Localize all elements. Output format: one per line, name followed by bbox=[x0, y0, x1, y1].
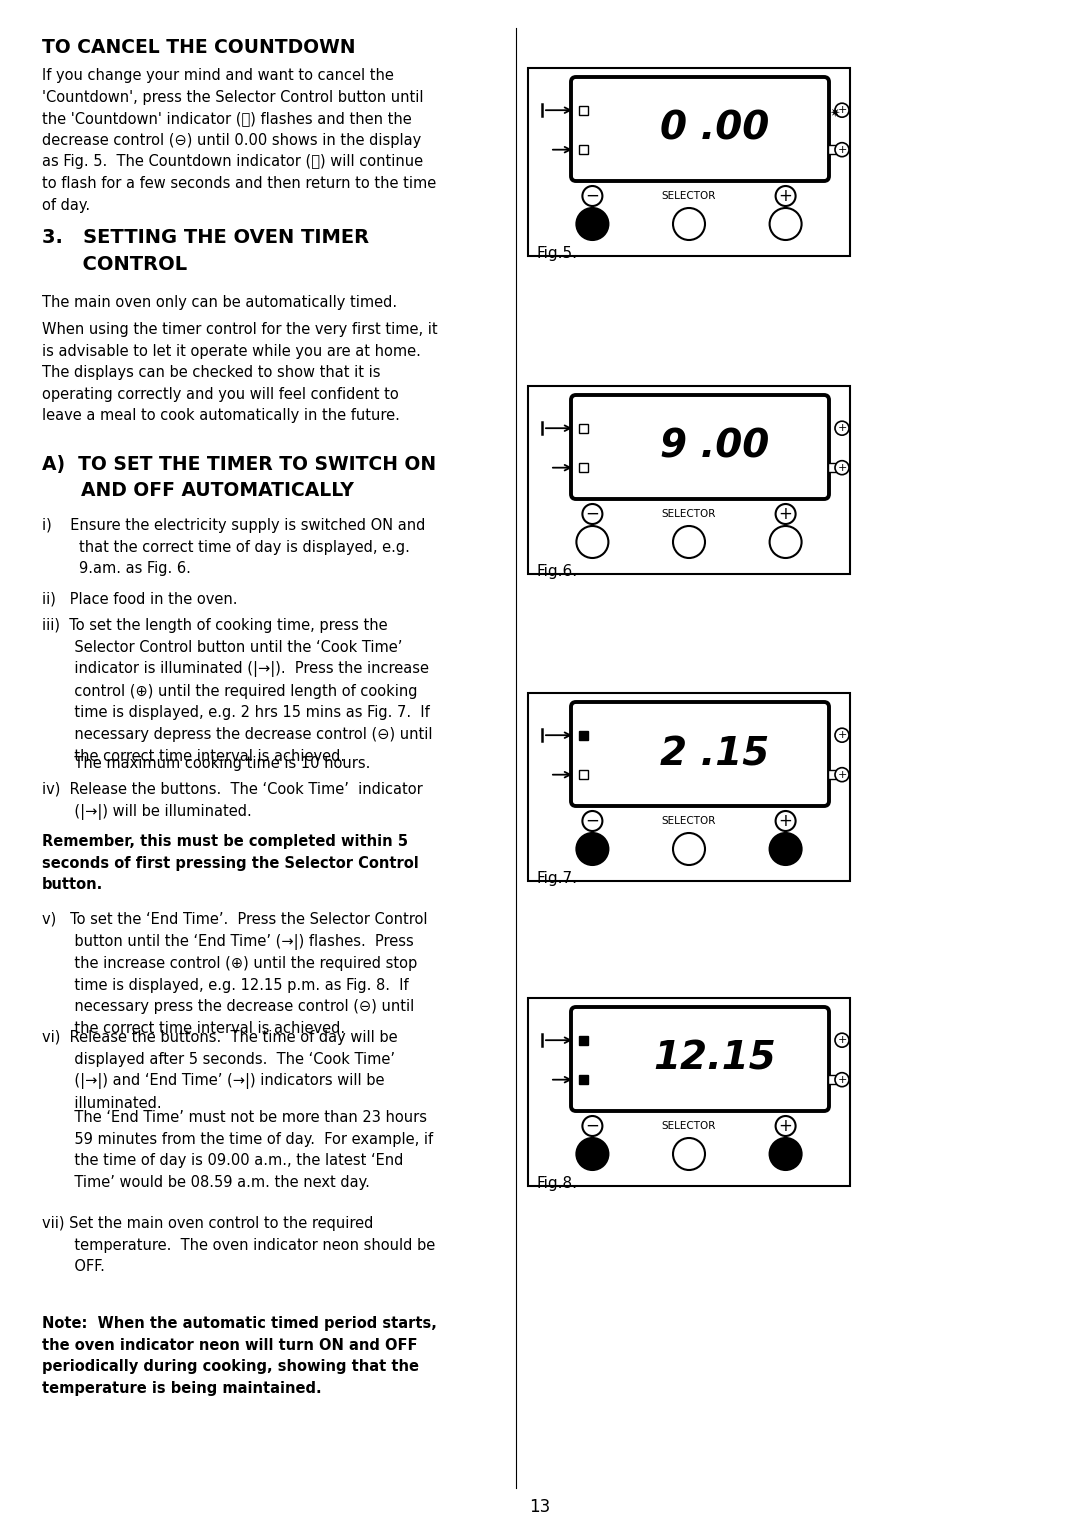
Circle shape bbox=[770, 208, 801, 240]
Circle shape bbox=[577, 1138, 608, 1170]
FancyBboxPatch shape bbox=[571, 76, 829, 180]
Text: Note:  When the automatic timed period starts,
the oven indicator neon will turn: Note: When the automatic timed period st… bbox=[42, 1316, 437, 1395]
Text: SELECTOR: SELECTOR bbox=[662, 816, 716, 827]
Text: 12.15: 12.15 bbox=[653, 1041, 777, 1077]
Text: SELECTOR: SELECTOR bbox=[662, 509, 716, 520]
Text: If you change your mind and want to cancel the
'Countdown', press the Selector C: If you change your mind and want to canc… bbox=[42, 69, 436, 212]
Circle shape bbox=[770, 1138, 801, 1170]
Text: SELECTOR: SELECTOR bbox=[662, 191, 716, 202]
Text: 3.   SETTING THE OVEN TIMER
      CONTROL: 3. SETTING THE OVEN TIMER CONTROL bbox=[42, 228, 369, 274]
Text: i)    Ensure the electricity supply is switched ON and
        that the correct : i) Ensure the electricity supply is swit… bbox=[42, 518, 426, 576]
FancyBboxPatch shape bbox=[571, 1007, 829, 1111]
Text: TO CANCEL THE COUNTDOWN: TO CANCEL THE COUNTDOWN bbox=[42, 38, 355, 57]
Text: A)  TO SET THE TIMER TO SWITCH ON
      AND OFF AUTOMATICALLY: A) TO SET THE TIMER TO SWITCH ON AND OFF… bbox=[42, 455, 436, 501]
Circle shape bbox=[775, 504, 796, 524]
Bar bbox=[528, 387, 850, 575]
Bar bbox=[579, 730, 588, 740]
Circle shape bbox=[673, 833, 705, 865]
Text: Fig.8.: Fig.8. bbox=[536, 1177, 577, 1190]
Text: +: + bbox=[779, 186, 793, 205]
Bar bbox=[828, 770, 837, 779]
Text: −: − bbox=[585, 1117, 599, 1135]
FancyBboxPatch shape bbox=[571, 701, 829, 805]
Text: iv)  Release the buttons.  The ‘Cook Time’  indicator
       (|→|) will be illum: iv) Release the buttons. The ‘Cook Time’… bbox=[42, 782, 422, 819]
Circle shape bbox=[673, 208, 705, 240]
Circle shape bbox=[577, 833, 608, 865]
Text: +: + bbox=[837, 770, 847, 779]
Circle shape bbox=[673, 1138, 705, 1170]
Text: The ‘End Time’ must not be more than 23 hours
       59 minutes from the time of: The ‘End Time’ must not be more than 23 … bbox=[42, 1109, 433, 1190]
Circle shape bbox=[835, 729, 849, 743]
Bar bbox=[579, 1076, 588, 1085]
Text: v)   To set the ‘End Time’.  Press the Selector Control
       button until the : v) To set the ‘End Time’. Press the Sele… bbox=[42, 912, 428, 1036]
Text: The main oven only can be automatically timed.: The main oven only can be automatically … bbox=[42, 295, 397, 310]
Text: ii)   Place food in the oven.: ii) Place food in the oven. bbox=[42, 591, 238, 607]
Bar bbox=[579, 1036, 588, 1045]
Circle shape bbox=[582, 186, 603, 206]
Text: 13: 13 bbox=[529, 1497, 551, 1516]
Bar bbox=[828, 1076, 837, 1085]
Circle shape bbox=[835, 142, 849, 157]
Text: Fig.6.: Fig.6. bbox=[536, 564, 577, 579]
Text: Remember, this must be completed within 5
seconds of first pressing the Selector: Remember, this must be completed within … bbox=[42, 834, 419, 892]
Circle shape bbox=[775, 1115, 796, 1135]
Bar bbox=[828, 145, 837, 154]
Text: +: + bbox=[837, 1074, 847, 1085]
Circle shape bbox=[577, 208, 608, 240]
Circle shape bbox=[835, 1033, 849, 1047]
Circle shape bbox=[582, 504, 603, 524]
Circle shape bbox=[673, 526, 705, 558]
Circle shape bbox=[835, 460, 849, 475]
Bar bbox=[579, 105, 588, 115]
Text: 2 .15: 2 .15 bbox=[660, 735, 770, 773]
Bar bbox=[828, 463, 837, 472]
Text: 9 .00: 9 .00 bbox=[660, 428, 770, 466]
Text: +: + bbox=[779, 1117, 793, 1135]
Text: vii) Set the main oven control to the required
       temperature.  The oven ind: vii) Set the main oven control to the re… bbox=[42, 1216, 435, 1274]
Bar bbox=[528, 694, 850, 882]
Bar bbox=[579, 423, 588, 432]
Text: +: + bbox=[837, 730, 847, 740]
Text: −: − bbox=[585, 811, 599, 830]
Text: When using the timer control for the very first time, it
is advisable to let it : When using the timer control for the ver… bbox=[42, 322, 437, 423]
Text: +: + bbox=[837, 1034, 847, 1045]
Circle shape bbox=[775, 811, 796, 831]
Text: ✷: ✷ bbox=[829, 107, 839, 119]
Circle shape bbox=[775, 186, 796, 206]
Text: Fig.5.: Fig.5. bbox=[536, 246, 577, 261]
Bar bbox=[528, 998, 850, 1186]
Circle shape bbox=[582, 811, 603, 831]
Circle shape bbox=[835, 422, 849, 435]
Text: iii)  To set the length of cooking time, press the
       Selector Control butto: iii) To set the length of cooking time, … bbox=[42, 617, 432, 764]
Text: −: − bbox=[585, 186, 599, 205]
Text: +: + bbox=[837, 105, 847, 115]
Bar bbox=[579, 463, 588, 472]
Bar bbox=[579, 145, 588, 154]
Text: Fig.7.: Fig.7. bbox=[536, 871, 577, 886]
Text: +: + bbox=[837, 423, 847, 434]
Text: +: + bbox=[837, 145, 847, 154]
Circle shape bbox=[582, 1115, 603, 1135]
Circle shape bbox=[770, 526, 801, 558]
Text: +: + bbox=[779, 811, 793, 830]
Circle shape bbox=[835, 104, 849, 118]
FancyBboxPatch shape bbox=[571, 396, 829, 500]
Text: −: − bbox=[585, 504, 599, 523]
Text: vi)  Release the buttons.  The time of day will be
       displayed after 5 seco: vi) Release the buttons. The time of day… bbox=[42, 1030, 397, 1111]
Text: 0 .00: 0 .00 bbox=[660, 110, 770, 148]
Bar bbox=[579, 770, 588, 779]
Circle shape bbox=[835, 1073, 849, 1086]
Text: +: + bbox=[837, 463, 847, 472]
Circle shape bbox=[835, 767, 849, 782]
Bar bbox=[528, 69, 850, 257]
Circle shape bbox=[770, 833, 801, 865]
Text: The maximum cooking time is 10 hours.: The maximum cooking time is 10 hours. bbox=[42, 756, 370, 772]
Text: SELECTOR: SELECTOR bbox=[662, 1122, 716, 1131]
Circle shape bbox=[577, 526, 608, 558]
Text: +: + bbox=[779, 504, 793, 523]
